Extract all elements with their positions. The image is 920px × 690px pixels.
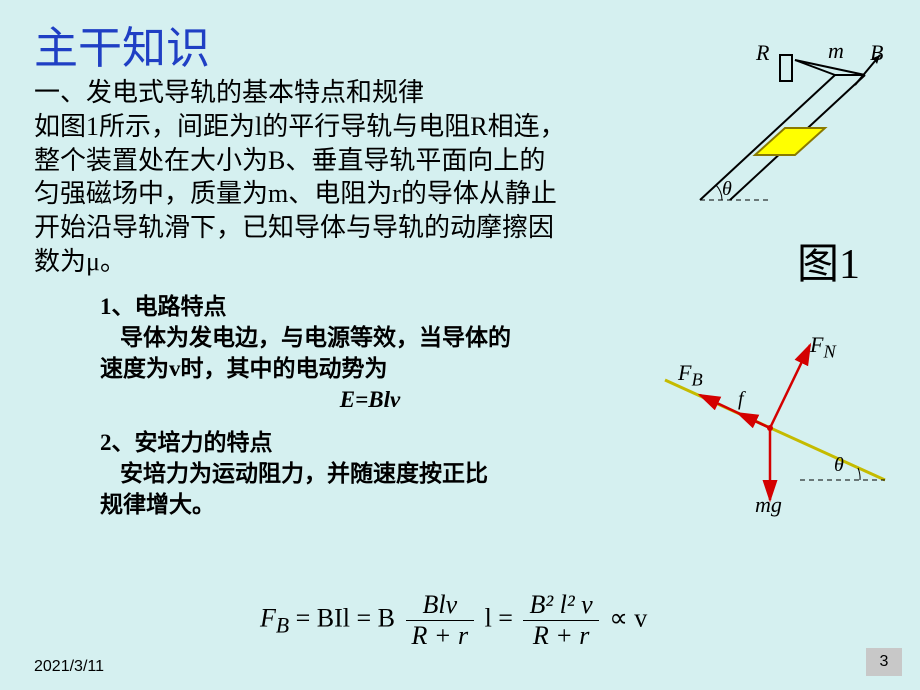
frac2-num: B² l² v bbox=[529, 590, 592, 619]
page-number: 3 bbox=[866, 648, 902, 676]
fig2-theta-label: θ bbox=[834, 454, 844, 477]
ampere-formula: FB = BIl = B Blv R + r l = B² l² v R + r… bbox=[260, 590, 647, 651]
intro-paragraph: 一、发电式导轨的基本特点和规律 如图1所示，间距为l的平行导轨与电阻R相连， 整… bbox=[0, 76, 620, 279]
intro-line: 开始沿导轨滑下，已知导体与导轨的动摩擦因 bbox=[34, 213, 554, 242]
fig1-B-label: B bbox=[870, 40, 883, 66]
section-2-body: 安培力为运动阻力，并随速度按正比 bbox=[100, 458, 640, 489]
formula-mid: l = bbox=[485, 603, 520, 632]
frac1-den: R + r bbox=[412, 621, 469, 650]
section-1-heading: 1、电路特点 bbox=[100, 294, 227, 319]
fig2-FB-label: FB bbox=[678, 360, 703, 390]
intro-line: 一、发电式导轨的基本特点和规律 bbox=[34, 78, 424, 107]
section-2-body2: 规律增大。 bbox=[100, 492, 215, 517]
formula-lhs: F bbox=[260, 603, 276, 632]
figure-2: FB f FN mg θ bbox=[660, 310, 890, 510]
section-1-body2: 速度为v时，其中的电动势为 bbox=[100, 356, 388, 381]
text-line: 安培力为运动阻力，并随速度按正比 bbox=[120, 461, 488, 486]
fig1-m-label: m bbox=[828, 38, 844, 64]
figure-1-caption: 图1 bbox=[797, 230, 860, 291]
frac1-num: Blv bbox=[422, 590, 457, 619]
text-line: 导体为发电边，与电源等效，当导体的 bbox=[120, 325, 511, 350]
fig1-theta-label: θ bbox=[722, 178, 732, 201]
intro-line: 匀强磁场中，质量为m、电阻为r的导体从静止 bbox=[34, 179, 557, 208]
footer-date: 2021/3/11 bbox=[34, 658, 104, 676]
formula-eq: = BIl = B bbox=[296, 603, 395, 632]
formula-frac2: B² l² v R + r bbox=[523, 590, 598, 651]
fig2-FN-label: FN bbox=[810, 332, 836, 362]
fig2-f-label: f bbox=[738, 388, 744, 411]
formula-tail: ∝ v bbox=[609, 603, 647, 632]
fig2-mg-label: mg bbox=[755, 492, 782, 518]
intro-line: 整个装置处在大小为B、垂直导轨平面向上的 bbox=[34, 146, 545, 175]
intro-line: 如图1所示，间距为l的平行导轨与电阻R相连， bbox=[34, 112, 566, 141]
section-1: 1、电路特点 导体为发电边，与电源等效，当导体的 速度为v时，其中的电动势为 E… bbox=[0, 279, 640, 415]
formula-frac1: Blv R + r bbox=[406, 590, 475, 651]
frac2-den: R + r bbox=[533, 621, 590, 650]
formula-lhs-sub: B bbox=[276, 614, 289, 638]
fig1-R-label: R bbox=[756, 40, 769, 66]
figure-1: R m B θ bbox=[660, 40, 890, 210]
section-1-body: 导体为发电边，与电源等效，当导体的 bbox=[100, 322, 640, 353]
intro-line: 数为μ。 bbox=[34, 247, 126, 276]
section-1-formula: E=Blv bbox=[100, 384, 640, 415]
section-2: 2、安培力的特点 安培力为运动阻力，并随速度按正比 规律增大。 bbox=[0, 415, 640, 520]
section-2-heading: 2、安培力的特点 bbox=[100, 430, 273, 455]
